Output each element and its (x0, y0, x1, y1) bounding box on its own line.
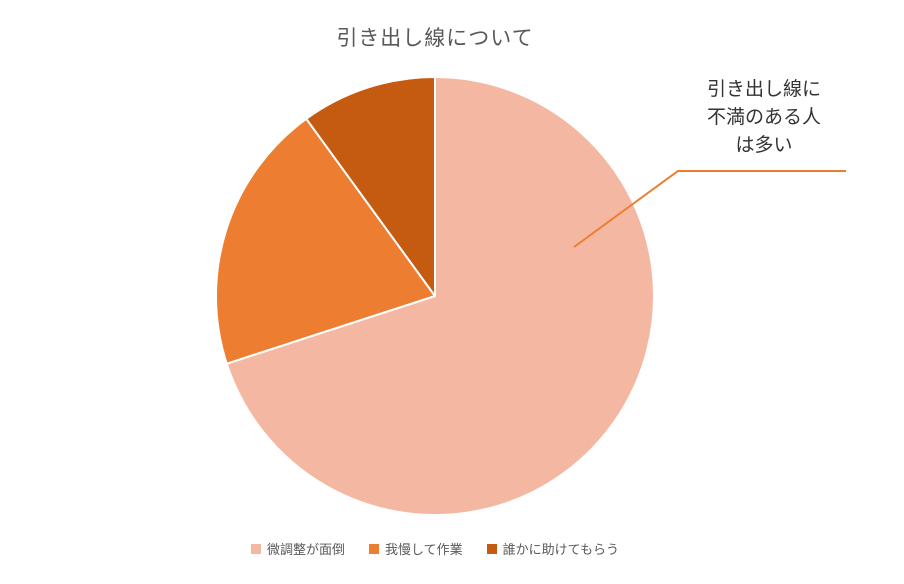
legend-item-2[interactable]: 誰かに助けてもらう (486, 539, 619, 558)
pie-slice-2[interactable] (305, 76, 436, 297)
legend-swatch-1 (369, 543, 380, 554)
annotation-text[interactable]: 引き出し線に 不満のある人 は多い (706, 79, 821, 156)
legend: 微調整が面倒 我慢して作業 誰かに助けてもらう (251, 539, 619, 558)
legend-item-0[interactable]: 微調整が面倒 (251, 539, 345, 558)
legend-label-0: 微調整が面倒 (267, 542, 346, 557)
legend-swatch-0 (251, 543, 261, 554)
legend-label-2: 誰かに助けてもらう (502, 542, 619, 557)
legend-label-1: 我慢して作業 (385, 542, 463, 557)
legend-swatch-2 (486, 543, 497, 554)
pie-slice-1[interactable] (215, 117, 436, 365)
pie-slice-0[interactable] (225, 76, 655, 516)
pie-chart (215, 76, 655, 516)
chart-title[interactable]: 引き出し線について (336, 27, 534, 50)
legend-item-1[interactable]: 我慢して作業 (369, 539, 463, 558)
